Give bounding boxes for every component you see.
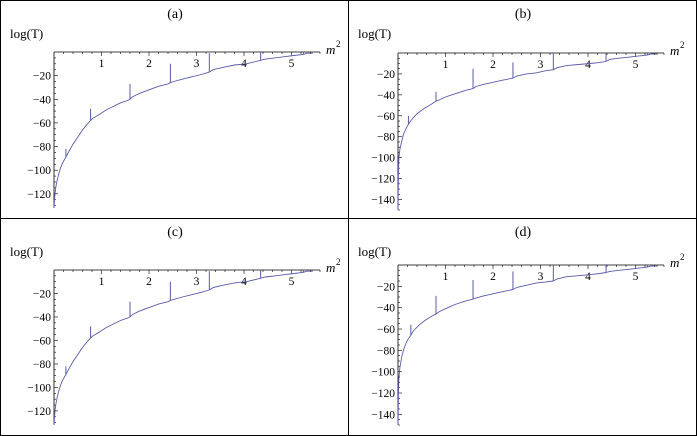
curve-segment-d <box>435 298 474 315</box>
x-axis-title-b: m <box>670 43 679 58</box>
x-tick-label-c: 1 <box>99 276 105 288</box>
x-axis-title-superscript-b: 2 <box>680 40 685 50</box>
x-tick-label-c: 3 <box>194 276 200 288</box>
curve-segment-a <box>209 59 261 73</box>
y-tick-label-a: −80 <box>33 142 51 154</box>
y-tick-label-c: −100 <box>27 382 51 394</box>
x-axis-title-superscript-c: 2 <box>336 257 341 267</box>
y-tick-label-b: −80 <box>377 132 395 144</box>
y-tick-label-b: −100 <box>371 153 395 165</box>
panel-label-b: (b) <box>515 7 532 22</box>
x-tick-label-a: 3 <box>194 58 200 70</box>
x-tick-label-b: 1 <box>443 59 449 71</box>
curve-segment-a <box>53 156 67 209</box>
curve-segment-d <box>605 266 648 273</box>
y-axis-label-c: log(T) <box>10 244 43 259</box>
y-tick-label-c: −20 <box>33 288 51 300</box>
curve-segment-c <box>129 300 171 318</box>
y-tick-label-b: −60 <box>377 111 395 123</box>
x-axis-title-superscript-d: 2 <box>680 252 685 262</box>
curve-segment-b <box>397 123 409 211</box>
y-tick-label-d: −140 <box>371 409 395 421</box>
x-tick-label-b: 4 <box>585 59 591 71</box>
x-tick-label-c: 5 <box>289 276 295 288</box>
y-tick-label-a: −100 <box>27 165 51 177</box>
curve-segment-c <box>260 271 304 279</box>
curve-segment-c <box>90 316 131 339</box>
curve-segment-b <box>553 60 607 71</box>
x-axis-title-c: m <box>326 260 335 275</box>
curve-segment-d <box>647 265 658 268</box>
x-axis-title-d: m <box>670 255 679 270</box>
x-tick-label-a: 2 <box>146 58 152 70</box>
y-axis-label-d: log(T) <box>358 244 391 259</box>
panel-label-a: (a) <box>167 7 183 22</box>
x-tick-label-b: 5 <box>633 59 639 71</box>
y-axis-label-b: log(T) <box>358 26 391 41</box>
x-tick-label-d: 1 <box>443 271 449 283</box>
y-tick-label-b: −40 <box>377 90 395 102</box>
x-tick-label-d: 5 <box>633 271 639 283</box>
curve-segment-d <box>397 335 412 426</box>
y-tick-label-b: −20 <box>377 69 395 81</box>
x-tick-label-d: 4 <box>585 271 591 283</box>
y-tick-label-b: −140 <box>371 195 395 207</box>
y-tick-label-c: −120 <box>27 406 51 418</box>
y-tick-label-c: −80 <box>33 359 51 371</box>
y-tick-label-d: −80 <box>377 345 395 357</box>
y-tick-label-a: −40 <box>33 94 51 106</box>
y-tick-label-a: −120 <box>27 189 51 201</box>
curve-segment-b <box>472 77 514 89</box>
curve-segment-b <box>647 53 658 56</box>
x-tick-label-a: 5 <box>289 58 295 70</box>
curve-segment-a <box>170 71 210 84</box>
y-tick-label-d: −20 <box>377 281 395 293</box>
x-tick-label-b: 3 <box>538 59 544 71</box>
y-tick-label-d: −40 <box>377 303 395 315</box>
x-axis-title-superscript-a: 2 <box>336 39 341 49</box>
x-tick-label-d: 2 <box>490 271 496 283</box>
x-tick-label-d: 3 <box>538 271 544 283</box>
curve-segment-a <box>303 52 313 55</box>
curve-segment-b <box>435 88 474 102</box>
x-tick-label-b: 2 <box>490 59 496 71</box>
y-tick-label-b: −120 <box>371 174 395 186</box>
y-tick-label-c: −60 <box>33 335 51 347</box>
curve-segment-d <box>553 272 607 282</box>
curve-segment-b <box>408 100 437 125</box>
curve-segment-a <box>65 120 91 158</box>
panel-label-c: (c) <box>167 225 183 240</box>
curve-segment-d <box>472 289 514 300</box>
x-tick-label-c: 2 <box>146 276 152 288</box>
y-tick-label-d: −120 <box>371 388 395 400</box>
y-tick-label-c: −40 <box>33 312 51 324</box>
curve-segment-b <box>605 54 648 62</box>
curve-segment-a <box>129 82 171 100</box>
curve-segment-a <box>260 53 304 61</box>
curve-segment-c <box>53 374 67 426</box>
curve-segment-b <box>512 69 554 79</box>
y-tick-label-d: −100 <box>371 367 395 379</box>
curve-segment-c <box>303 270 313 273</box>
y-tick-label-a: −20 <box>33 71 51 83</box>
x-axis-title-a: m <box>326 42 335 57</box>
curve-segment-d <box>512 280 554 290</box>
panel-label-d: (d) <box>515 225 532 240</box>
curve-segment-c <box>65 337 91 375</box>
curve-segment-c <box>209 277 261 291</box>
y-axis-label-a: log(T) <box>10 26 43 41</box>
curve-segment-a <box>90 98 131 121</box>
x-tick-label-a: 1 <box>99 58 105 70</box>
y-tick-label-a: −60 <box>33 118 51 130</box>
curve-segment-d <box>410 313 437 336</box>
y-tick-label-d: −60 <box>377 324 395 336</box>
curve-segment-c <box>170 289 210 301</box>
